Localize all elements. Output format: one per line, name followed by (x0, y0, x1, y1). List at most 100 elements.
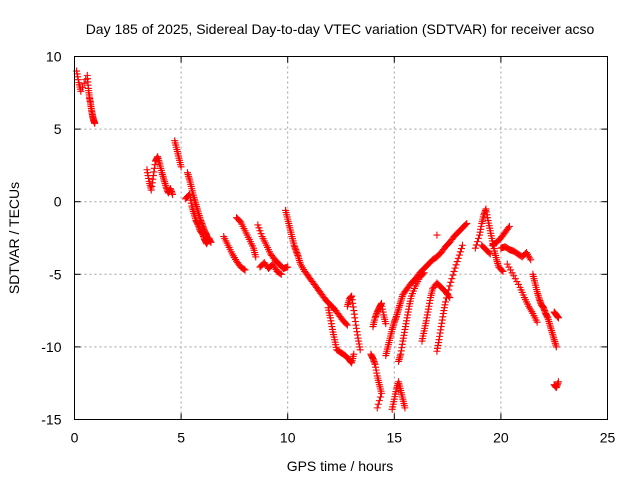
series-noon-a (220, 214, 260, 274)
data-point (462, 221, 470, 229)
data-point (373, 404, 381, 412)
data-point (257, 230, 265, 238)
y-tick-label: -5 (49, 266, 62, 282)
series-afternoon-a (324, 292, 364, 367)
data-point (80, 79, 88, 87)
data-point (527, 256, 535, 264)
data-point (433, 231, 441, 239)
data-point (447, 278, 455, 286)
series-noon-c (282, 206, 351, 329)
data-point (504, 224, 512, 232)
series-afternoon-c (388, 269, 428, 413)
x-axis-label: GPS time / hours (287, 458, 394, 474)
data-point (452, 261, 460, 269)
data-point (374, 400, 382, 408)
data-point (441, 298, 449, 306)
data-point (454, 254, 462, 262)
data-point (342, 320, 350, 328)
data-point (284, 263, 292, 271)
data-point (350, 350, 358, 358)
data-point (508, 269, 516, 277)
data-point (498, 266, 506, 274)
data-point (450, 267, 458, 275)
data-point (554, 378, 562, 386)
x-tick-label: 25 (600, 430, 616, 446)
x-tick-label: 10 (280, 430, 296, 446)
data-point (506, 266, 514, 274)
data-point (448, 275, 456, 283)
series-evening-b (488, 222, 541, 326)
series-morning-c (183, 169, 213, 245)
data-point (276, 270, 284, 278)
grid-lines (74, 56, 608, 420)
data-point (376, 393, 384, 401)
data-point (241, 266, 249, 274)
y-axis-label: SDTVAR / TECUs (6, 182, 22, 294)
data-point (449, 271, 457, 279)
data-point (463, 219, 471, 227)
axis-ticks: 0 5 10 15 20 25 -15 -10 -5 0 5 10 (41, 49, 615, 446)
y-tick-label: 5 (54, 121, 62, 137)
data-point (505, 263, 513, 271)
data-point (255, 224, 263, 232)
data-point (503, 260, 511, 268)
data-point (382, 320, 390, 328)
data-point (552, 343, 560, 351)
data-point (486, 250, 494, 258)
data-point (471, 244, 479, 252)
data-point (343, 321, 351, 329)
plot-frame (74, 56, 608, 420)
data-point (453, 258, 461, 266)
series-afternoon-b (367, 299, 390, 412)
data-point (513, 278, 521, 286)
data-point (514, 280, 522, 288)
data-point (445, 286, 453, 294)
data-point (451, 264, 459, 272)
series-evening-c (529, 270, 562, 392)
x-tick-label: 5 (177, 430, 185, 446)
y-tick-label: 10 (46, 49, 62, 65)
data-point (277, 270, 285, 278)
series-evening-a (471, 205, 507, 275)
data-point (256, 227, 264, 235)
data-point (455, 251, 463, 259)
data-point (499, 267, 507, 275)
series-noon-b (254, 221, 292, 278)
y-tick-label: -10 (41, 339, 61, 355)
x-tick-label: 0 (71, 430, 79, 446)
y-tick-label: 0 (54, 194, 62, 210)
data-point (505, 222, 513, 230)
series-early-drop (73, 67, 99, 127)
chart-title: Day 185 of 2025, Sidereal Day-to-day VTE… (86, 21, 595, 37)
data-point (459, 241, 467, 249)
data-point (444, 290, 452, 298)
data-point (177, 163, 185, 171)
series-afternoon-d (382, 219, 471, 360)
data-point (554, 314, 562, 322)
x-tick-label: 20 (493, 430, 509, 446)
data-point (485, 249, 493, 257)
data-point (169, 190, 177, 198)
data-point (443, 294, 451, 302)
series-morning-a (143, 153, 177, 198)
data-points (73, 67, 562, 413)
x-tick-label: 15 (387, 430, 403, 446)
data-point (77, 87, 85, 95)
y-tick-label: -15 (41, 412, 61, 428)
data-point (240, 265, 248, 273)
data-point (510, 272, 518, 280)
data-point (533, 318, 541, 326)
data-point (446, 282, 454, 290)
data-point (511, 275, 519, 283)
data-point (473, 238, 481, 246)
data-point (475, 234, 483, 242)
data-point (78, 83, 86, 91)
data-point (457, 245, 465, 253)
data-point (252, 253, 260, 261)
data-point (456, 248, 464, 256)
data-point (205, 237, 213, 245)
data-point (401, 404, 409, 412)
data-point (356, 346, 364, 354)
data-point (378, 389, 386, 397)
